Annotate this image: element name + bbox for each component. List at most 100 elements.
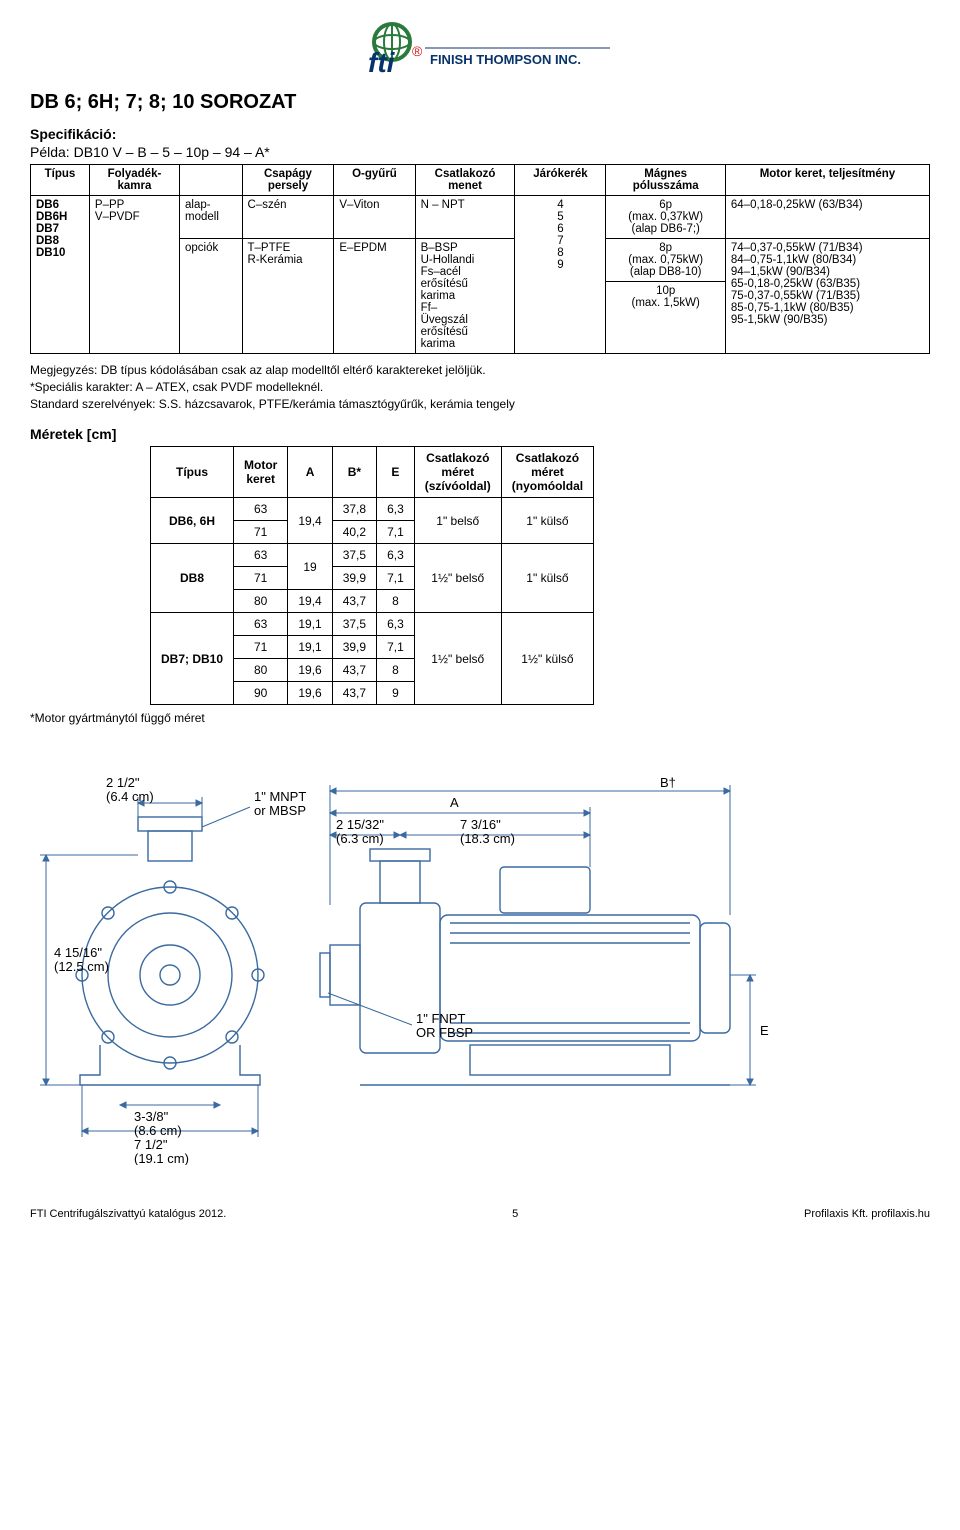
pump-drawing: 2 1/2"(6.4 cm) 1" MNPTor MBSP A B† 2 15/… xyxy=(30,745,910,1165)
dim-a3: 7 3/16"(18.3 cm) xyxy=(460,817,515,846)
dims-h-3: B* xyxy=(332,447,376,498)
dims-e: 7,1 xyxy=(377,636,415,659)
dim-d2: 7 1/2"(19.1 cm) xyxy=(134,1137,189,1165)
spec-h-3: Csapágy persely xyxy=(242,165,334,196)
spec-h-7: Mágnes pólusszáma xyxy=(606,165,725,196)
dims-e: 7,1 xyxy=(377,521,415,544)
dims-b: 37,5 xyxy=(332,613,376,636)
dims-e: 9 xyxy=(377,682,415,705)
dims-heading: Méretek [cm] xyxy=(30,426,930,442)
footer-left: FTI Centrifugálszivattyú katalógus 2012. xyxy=(30,1208,226,1220)
dims-mk: 80 xyxy=(234,659,288,682)
dims-h-5: Csatlakozó méret (szívóoldal) xyxy=(414,447,501,498)
dims-h-4: E xyxy=(377,447,415,498)
company-name: FINISH THOMPSON INC. xyxy=(430,52,581,67)
dims-mk: 71 xyxy=(234,521,288,544)
note-2: *Speciális karakter: A – ATEX, csak PVDF… xyxy=(30,379,930,396)
spec-oring-b: E–EPDM xyxy=(334,239,415,354)
spec-motor-a: 64–0,18-0,25kW (63/B34) xyxy=(725,196,929,239)
spec-options: opciók xyxy=(180,239,243,354)
dims-b: 37,8 xyxy=(332,498,376,521)
dim-d1: 3-3/8"(8.6 cm) xyxy=(134,1109,182,1138)
spec-basemodel: alap- modell xyxy=(180,196,243,239)
dims-b: 43,7 xyxy=(332,590,376,613)
dims-type: DB6, 6H xyxy=(151,498,234,544)
dim-a2: 2 15/32"(6.3 cm) xyxy=(336,817,384,846)
dims-b: 43,7 xyxy=(332,682,376,705)
dims-suction: 1" belső xyxy=(414,498,501,544)
dims-e: 8 xyxy=(377,590,415,613)
dims-mk: 63 xyxy=(234,613,288,636)
dims-discharge: 1" külső xyxy=(501,544,593,613)
spec-conn-b: B–BSP U-Hollandi Fs–acél erősítésű karim… xyxy=(415,239,515,354)
dims-row: DB8631937,56,31½" belső1" külső xyxy=(151,544,594,567)
dims-footnote: *Motor gyártmánytól függő méret xyxy=(30,711,930,725)
dims-h-1: Motor keret xyxy=(234,447,288,498)
dims-b: 40,2 xyxy=(332,521,376,544)
footer-page: 5 xyxy=(512,1208,518,1220)
dims-a: 19,6 xyxy=(288,682,332,705)
dims-type: DB8 xyxy=(151,544,234,613)
company-logo: fti ® FINISH THOMPSON INC. xyxy=(350,20,610,78)
spec-h-6: Járókerék xyxy=(515,165,606,196)
dims-h-6: Csatlakozó méret (nyomóoldal xyxy=(501,447,593,498)
dims-a: 19,1 xyxy=(288,636,332,659)
dims-e: 7,1 xyxy=(377,567,415,590)
notes-block: Megjegyzés: DB típus kódolásában csak az… xyxy=(30,362,930,412)
dims-mk: 90 xyxy=(234,682,288,705)
dims-a: 19,6 xyxy=(288,659,332,682)
spec-h-5: Csatlakozó menet xyxy=(415,165,515,196)
note-1: Megjegyzés: DB típus kódolásában csak az… xyxy=(30,362,930,379)
dims-b: 39,9 xyxy=(332,567,376,590)
spec-motor-b: 74–0,37-0,55kW (71/B34) 84–0,75-1,1kW (8… xyxy=(725,239,929,354)
spec-h-4: O-gyűrű xyxy=(334,165,415,196)
dims-e: 6,3 xyxy=(377,613,415,636)
spec-h-2 xyxy=(180,165,243,196)
dims-h-0: Típus xyxy=(151,447,234,498)
dims-mk: 63 xyxy=(234,498,288,521)
dims-type: DB7; DB10 xyxy=(151,613,234,705)
spec-conn-a: N – NPT xyxy=(415,196,515,239)
dims-row: DB6, 6H6319,437,86,31" belső1" külső xyxy=(151,498,594,521)
dims-suction: 1½" belső xyxy=(414,613,501,705)
example-line: Példa: DB10 V – B – 5 – 10p – 94 – A* xyxy=(30,144,930,160)
spec-poles-a: 6p (max. 0,37kW) (alap DB6-7;) xyxy=(606,196,725,239)
spec-oring-a: V–Viton xyxy=(334,196,415,239)
spec-fluid: P–PP V–PVDF xyxy=(89,196,179,354)
dims-mk: 71 xyxy=(234,636,288,659)
dims-b: 37,5 xyxy=(332,544,376,567)
dims-table: TípusMotor keretAB*ECsatlakozó méret (sz… xyxy=(150,446,594,705)
spec-h-8: Motor keret, teljesítmény xyxy=(725,165,929,196)
note-3: Standard szerelvények: S.S. házcsavarok,… xyxy=(30,396,930,413)
dim-topleft: 2 1/2"(6.4 cm) xyxy=(106,775,154,804)
dim-fnpt: 1" FNPTOR FBSP xyxy=(416,1011,473,1040)
spec-bearing-b: T–PTFE R-Kerámia xyxy=(242,239,334,354)
dim-h1: 4 15/16"(12.5 cm) xyxy=(54,945,109,974)
footer-right: Profilaxis Kft. profilaxis.hu xyxy=(804,1208,930,1220)
dims-mk: 63 xyxy=(234,544,288,567)
logo-area: fti ® FINISH THOMPSON INC. xyxy=(30,20,930,81)
spec-poles-b: 8p (max. 0,75kW) (alap DB8-10) xyxy=(606,239,724,282)
dim-b: B† xyxy=(660,775,676,790)
page-footer: FTI Centrifugálszivattyú katalógus 2012.… xyxy=(30,1208,930,1220)
page-title: DB 6; 6H; 7; 8; 10 SOROZAT xyxy=(30,91,930,114)
dims-a: 19,4 xyxy=(288,590,332,613)
spec-h-0: Típus xyxy=(31,165,90,196)
dims-discharge: 1½" külső xyxy=(501,613,593,705)
spec-bearing-a: C–szén xyxy=(242,196,334,239)
dims-mk: 71 xyxy=(234,567,288,590)
dims-row: DB7; DB106319,137,56,31½" belső1½" külső xyxy=(151,613,594,636)
svg-text:®: ® xyxy=(412,43,423,59)
dim-mnpt: 1" MNPTor MBSP xyxy=(254,789,306,818)
spec-table: Típus Folyadék- kamra Csapágy persely O-… xyxy=(30,164,930,354)
dims-b: 39,9 xyxy=(332,636,376,659)
dims-e: 8 xyxy=(377,659,415,682)
dims-a: 19,4 xyxy=(288,498,332,544)
dims-e: 6,3 xyxy=(377,544,415,567)
spec-h-1: Folyadék- kamra xyxy=(89,165,179,196)
dims-e: 6,3 xyxy=(377,498,415,521)
dims-discharge: 1" külső xyxy=(501,498,593,544)
dims-a: 19 xyxy=(288,544,332,590)
dims-a: 19,1 xyxy=(288,613,332,636)
spec-poles-c: 10p (max. 1,5kW) xyxy=(606,282,724,312)
